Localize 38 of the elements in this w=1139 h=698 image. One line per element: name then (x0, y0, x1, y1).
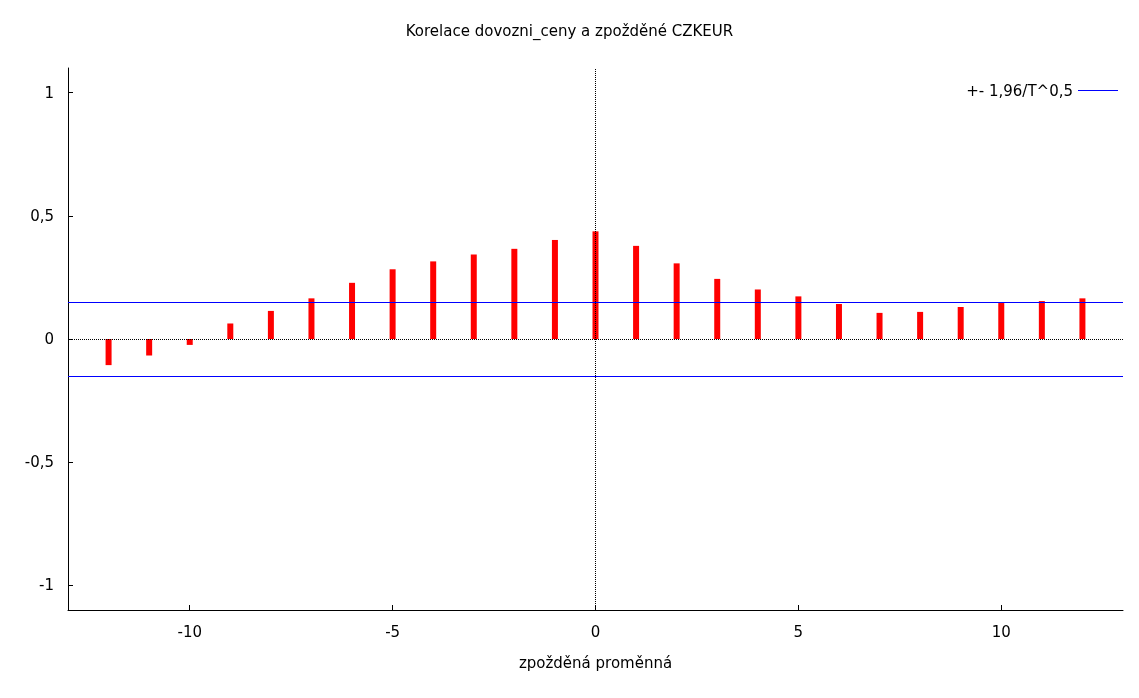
bar (876, 312, 883, 339)
bar (105, 339, 112, 366)
bar (267, 310, 274, 339)
bar (754, 289, 761, 339)
y-tick-label: -1 (39, 576, 54, 595)
y-tick-label: -0,5 (24, 453, 54, 472)
y-tick-label: 0 (44, 330, 54, 348)
bar (998, 303, 1005, 339)
bar (714, 278, 721, 339)
bar (186, 339, 193, 345)
bar (349, 282, 356, 339)
bar (470, 254, 477, 339)
bar (633, 245, 640, 339)
bar (227, 323, 234, 339)
bar (1038, 301, 1045, 339)
x-tick-label: -10 (177, 622, 202, 641)
x-tick-label: 10 (991, 622, 1011, 641)
bar (146, 339, 153, 356)
y-tick-label: 1 (44, 83, 54, 102)
chart-title: Korelace dovozni_ceny a zpožděné CZKEUR (405, 21, 734, 41)
bar (308, 298, 315, 339)
x-tick-label: 5 (793, 622, 804, 641)
bar (511, 248, 518, 339)
bar (389, 269, 396, 339)
bar (957, 306, 964, 339)
x-axis-title: zpožděná proměnná (518, 653, 673, 672)
bar (835, 304, 842, 339)
y-tick-label: 0,5 (30, 206, 54, 225)
bar (430, 261, 437, 339)
x-tick-label: -5 (385, 622, 401, 641)
bar (592, 231, 599, 339)
x-tick-label: 0 (590, 622, 601, 641)
bar (795, 296, 802, 339)
bar (917, 311, 924, 339)
bar (1079, 298, 1086, 339)
bar (673, 263, 680, 339)
bar (551, 239, 558, 339)
legend-label: +- 1,96/T^0,5 (966, 81, 1073, 100)
